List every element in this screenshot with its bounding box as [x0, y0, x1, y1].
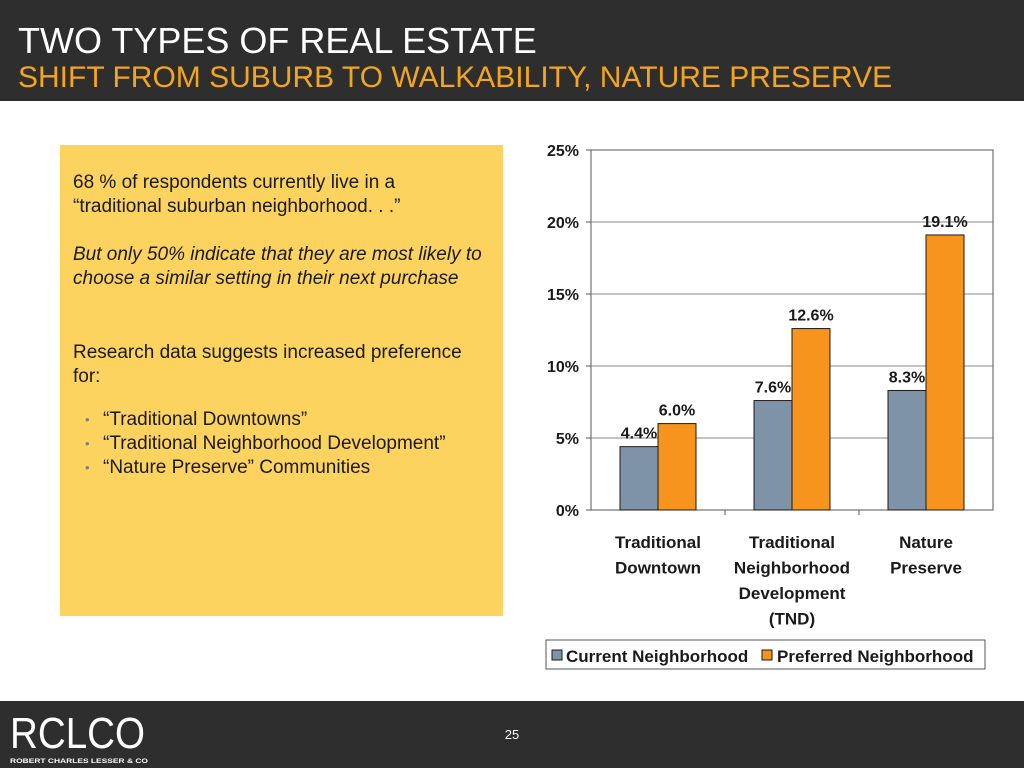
data-label: 6.0% [659, 403, 695, 420]
x-tick-label: Traditional [749, 533, 835, 552]
legend-label: Preferred Neighborhood [777, 647, 973, 666]
summary-contrast: But only 50% indicate that they are most… [73, 244, 482, 289]
rclco-logo: RCLCO ROBERT CHARLES LESSER & CO [10, 709, 148, 765]
bullet-icon: • [85, 412, 90, 427]
bullet-icon: • [85, 460, 90, 475]
footer-bar [0, 701, 1024, 768]
list-item: • “Traditional Neighborhood Development” [73, 432, 489, 456]
x-tick-label: (TND) [769, 610, 815, 629]
bar-preferred-neighborhood [657, 423, 697, 511]
bar-current-neighborhood [753, 400, 793, 511]
data-label: 19.1% [922, 214, 967, 231]
logo-tagline: ROBERT CHARLES LESSER & CO [10, 758, 148, 765]
legend-swatch [761, 649, 773, 661]
list-item-label: “Nature Preserve” Communities [103, 457, 371, 478]
x-tick-label: Downtown [615, 559, 701, 578]
summary-panel: 68 % of respondents currently live in a … [60, 145, 503, 616]
preference-list: • “Traditional Downtowns” • “Traditional N… [73, 408, 489, 480]
bar-current-neighborhood [887, 389, 927, 511]
list-item: • “Nature Preserve” Communities [73, 456, 489, 480]
data-label: 7.6% [755, 380, 791, 397]
list-item: • “Traditional Downtowns” [73, 408, 489, 432]
data-label: 8.3% [889, 369, 925, 386]
x-tick-label: Development [739, 584, 846, 603]
x-tick-label: Traditional [615, 533, 701, 552]
logo-wordmark: RCLCO [10, 709, 145, 758]
y-tick-label: 20% [547, 215, 579, 232]
list-item-label: “Traditional Neighborhood Development” [103, 433, 446, 454]
page-number: 25 [504, 727, 520, 742]
bar-preferred-neighborhood [925, 234, 965, 511]
bar-preferred-neighborhood [791, 328, 831, 511]
page-title: TWO TYPES OF REAL ESTATE [18, 20, 537, 61]
bar-current-neighborhood [619, 446, 659, 511]
data-label: 4.4% [621, 426, 657, 443]
legend-swatch [551, 649, 563, 661]
summary-statement: 68 % of respondents currently live in a … [73, 172, 401, 217]
y-tick-label: 10% [547, 359, 579, 376]
y-tick-label: 15% [547, 287, 579, 304]
x-tick-label: Neighborhood [734, 559, 850, 578]
research-intro: Research data suggests increased prefere… [73, 342, 462, 387]
y-tick-label: 0% [556, 503, 579, 520]
list-item-label: “Traditional Downtowns” [103, 409, 308, 430]
x-tick-label: Preserve [890, 559, 962, 578]
header-bar [0, 0, 1024, 101]
page-subtitle: SHIFT FROM SUBURB TO WALKABILITY, NATURE… [18, 61, 893, 94]
bullet-icon: • [85, 436, 90, 451]
y-tick-label: 5% [556, 431, 579, 448]
legend-label: Current Neighborhood [566, 647, 748, 666]
x-tick-label: Nature [899, 533, 953, 552]
data-label: 12.6% [788, 308, 833, 325]
bar-chart: 4.4%6.0% 7.6% 12.6% 8.3% 19.1% 0% 5% 10% 15% 20%… [545, 143, 994, 670]
y-tick-label: 25% [547, 143, 579, 160]
